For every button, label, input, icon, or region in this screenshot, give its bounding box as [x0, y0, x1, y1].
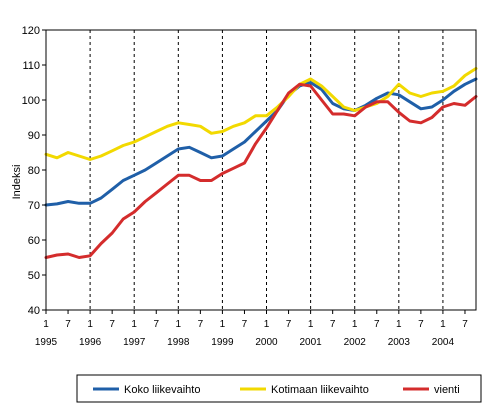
series-line-0: [44, 77, 478, 207]
y-tick-label-60: 60: [28, 235, 40, 247]
x-tick-label-8: 1: [220, 319, 226, 330]
grid-layer: [89, 30, 444, 310]
x-year-label-2003: 2003: [388, 337, 411, 348]
x-tick-label-9: 7: [242, 319, 248, 330]
x-tick-label-2: 1: [87, 319, 93, 330]
x-tick-label-6: 1: [176, 319, 182, 330]
series-layer: [44, 67, 478, 259]
legend-label-2: vienti: [434, 384, 460, 396]
x-tick-label-18: 1: [440, 319, 446, 330]
legend: Koko liikevaihto Kotimaan liikevaihto vien…: [76, 374, 482, 403]
x-tick-label-12: 1: [308, 319, 314, 330]
legend-label-1: Kotimaan liikevaihto: [271, 384, 369, 396]
y-tick-label-100: 100: [22, 95, 40, 107]
x-year-label-1995: 1995: [35, 337, 58, 348]
x-tick-label-10: 1: [264, 319, 270, 330]
y-tick-label-50: 50: [28, 270, 40, 282]
x-tick-label-4: 1: [131, 319, 137, 330]
x-year-label-2004: 2004: [432, 337, 455, 348]
x-tick-label-16: 1: [396, 319, 402, 330]
legend-label-0: Koko liikevaihto: [124, 384, 200, 396]
x-tick-label-14: 1: [352, 319, 358, 330]
x-year-label-1998: 1998: [167, 337, 190, 348]
x-tick-label-0: 1: [43, 319, 49, 330]
x-tick-label-13: 7: [330, 319, 336, 330]
y-tick-label-120: 120: [22, 25, 40, 37]
x-year-label-2001: 2001: [299, 337, 322, 348]
x-tick-label-3: 7: [109, 319, 115, 330]
x-year-label-1996: 1996: [79, 337, 102, 348]
x-tick-label-19: 7: [462, 319, 468, 330]
x-tick-label-11: 7: [286, 319, 292, 330]
x-tick-label-7: 7: [198, 319, 204, 330]
x-year-label-1997: 1997: [123, 337, 146, 348]
y-tick-label-90: 90: [28, 130, 40, 142]
x-tick-label-5: 7: [153, 319, 159, 330]
y-tick-label-80: 80: [28, 165, 40, 177]
y-axis-label: Indeksi: [11, 165, 23, 200]
x-tick-label-1: 7: [65, 319, 71, 330]
x-tick-label-17: 7: [418, 319, 424, 330]
x-year-label-2000: 2000: [255, 337, 278, 348]
series-line-2: [44, 82, 478, 259]
x-tick-label-15: 7: [374, 319, 380, 330]
series-line-1: [44, 67, 478, 161]
y-tick-label-70: 70: [28, 200, 40, 212]
y-tick-label-110: 110: [22, 60, 40, 72]
x-year-label-1999: 1999: [211, 337, 234, 348]
x-year-label-2002: 2002: [344, 337, 367, 348]
y-tick-label-40: 40: [28, 305, 40, 317]
